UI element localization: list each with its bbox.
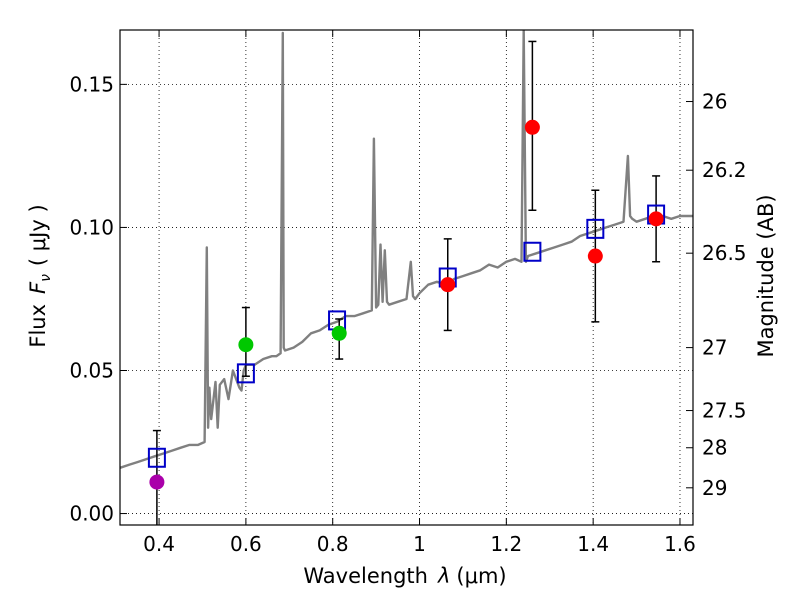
model-spectrum-line <box>120 30 693 469</box>
model-photometry-square <box>147 447 166 468</box>
x-tick-label: 1.6 <box>664 532 696 556</box>
y2-tick-label: 27.5 <box>702 399 747 423</box>
x-tick-label: 0.4 <box>143 532 175 556</box>
x-tick-label: 1.4 <box>577 532 609 556</box>
model-photometry-squares <box>147 204 666 468</box>
spectrum-line <box>120 30 693 469</box>
plot-frame <box>119 29 694 526</box>
y-tick-label: 0.15 <box>69 72 114 96</box>
y2-tick-label: 26.2 <box>702 158 747 182</box>
y2-tick-label: 26 <box>702 90 727 114</box>
x-tick-label: 1 <box>413 532 426 556</box>
observed-flux-point <box>440 277 456 293</box>
x-axis-label: Wavelength λ (μm) <box>303 564 506 588</box>
x-axis-label-text: Wavelength <box>303 564 428 588</box>
x-axis-label-unit: (μm) <box>456 564 506 588</box>
x-axis-label-symbol: λ <box>437 564 450 588</box>
y-axis-label-symbol: F <box>26 281 50 294</box>
observed-flux-point <box>238 337 254 353</box>
model-photometry-square <box>523 241 542 262</box>
y-axis-label: Flux Fν ( μJy ) <box>26 204 54 347</box>
y-tick-label: 0.10 <box>69 215 114 239</box>
x-tick-label: 0.6 <box>230 532 262 556</box>
model-photometry-square <box>586 218 605 239</box>
y2-tick-label: 28 <box>702 436 727 460</box>
x-tick-label: 1.2 <box>490 532 522 556</box>
y-tick-label: 0.05 <box>69 358 114 382</box>
y-axis-label-unit: ( μJy ) <box>26 204 50 266</box>
axis-ticks <box>120 30 693 525</box>
observed-flux-points <box>149 119 664 490</box>
y2-tick-label: 29 <box>702 476 727 500</box>
error-bars <box>152 40 661 525</box>
y-axis-label-text: Flux <box>26 304 50 348</box>
y-tick-label: 0.00 <box>69 502 114 526</box>
observed-flux-point <box>587 248 603 264</box>
gridlines <box>120 30 693 525</box>
observed-flux-point <box>149 474 165 490</box>
model-photometry-square <box>236 363 255 384</box>
tick-labels: 0.4 0.6 0.8 1 1.2 1.4 1.6 0.00 0.05 0.10 0.15 26 26.… <box>69 72 746 556</box>
observed-flux-point <box>331 325 347 341</box>
x-tick-label: 0.8 <box>317 532 349 556</box>
y2-axis-label: Magnitude (AB) <box>754 194 778 357</box>
observed-flux-point <box>648 211 664 227</box>
observed-flux-point <box>524 119 540 135</box>
y2-tick-label: 27 <box>702 336 727 360</box>
y2-tick-label: 26.5 <box>702 241 747 265</box>
y-axis-label-sub: ν <box>38 274 54 282</box>
